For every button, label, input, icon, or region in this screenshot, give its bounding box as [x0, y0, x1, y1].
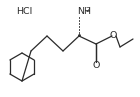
Text: NH: NH — [77, 6, 91, 16]
Text: HCl: HCl — [16, 6, 32, 16]
Text: O: O — [92, 61, 100, 71]
Text: 2: 2 — [86, 6, 90, 13]
Text: O: O — [109, 32, 117, 41]
